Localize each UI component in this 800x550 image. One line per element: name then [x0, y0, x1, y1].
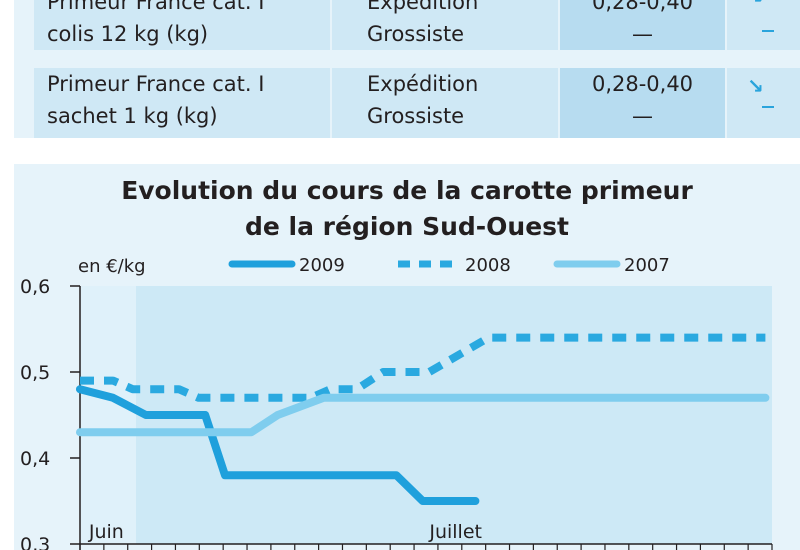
legend-label: 2008 — [465, 255, 511, 276]
arrow-down-right-icon: ↘ — [747, 0, 764, 6]
trend-cell: ↘ — [727, 68, 800, 138]
price-line1: 0,28-0,40 — [591, 0, 694, 14]
price-line1: 0,28-0,40 — [591, 72, 694, 96]
product-name-line2: colis 12 kg (kg) — [47, 22, 209, 46]
product-name-line1: Primeur France cat. I — [47, 0, 265, 14]
product-name-line2: sachet 1 kg (kg) — [47, 104, 218, 128]
stage-cell: Expédition Grossiste — [332, 68, 558, 138]
trend-cell: ↘ — [727, 0, 800, 50]
product-name-line1: Primeur France cat. I — [47, 72, 265, 96]
product-cell: Primeur France cat. I colis 12 kg (kg) — [34, 0, 330, 50]
table-row: Primeur France cat. I colis 12 kg (kg) E… — [14, 0, 800, 50]
stage-cell: Expédition Grossiste — [332, 0, 558, 50]
y-tick-label: 0,6 — [20, 276, 50, 298]
series-line-2007 — [76, 393, 770, 437]
series-line-2009 — [76, 385, 480, 505]
price-cell: 0,28-0,40 — — [560, 68, 725, 138]
y-tick-label: 0,4 — [20, 448, 50, 470]
y-tick-label: 0,3 — [20, 534, 50, 550]
stage-line2: Grossiste — [367, 104, 465, 128]
trend-dash — [762, 106, 774, 108]
price-cell: 0,28-0,40 — — [560, 0, 725, 50]
chart-panel: Evolution du cours de la carotte primeur… — [14, 164, 800, 550]
price-line2: — — [632, 22, 653, 46]
y-axis-label: en €/kg — [78, 256, 146, 277]
table-row: Primeur France cat. I sachet 1 kg (kg) E… — [14, 68, 800, 138]
plot-area-june — [80, 286, 136, 544]
arrow-down-right-icon: ↘ — [747, 74, 764, 98]
x-tick-label: Juillet — [428, 521, 482, 543]
stage-line2: Grossiste — [367, 22, 465, 46]
legend-label: 2007 — [624, 255, 670, 276]
trend-dash — [762, 30, 774, 32]
price-line2: — — [632, 104, 653, 128]
price-table: Primeur France cat. I colis 12 kg (kg) E… — [14, 0, 800, 138]
x-tick-label: Juin — [88, 521, 124, 543]
chart-title-line2: de la région Sud-Ouest — [244, 212, 570, 241]
product-cell: Primeur France cat. I sachet 1 kg (kg) — [34, 68, 330, 138]
y-tick-label: 0,5 — [20, 362, 50, 384]
stage-line1: Expédition — [367, 72, 479, 96]
stage-line1: Expédition — [367, 0, 479, 14]
chart-title-line1: Evolution du cours de la carotte primeur — [121, 176, 693, 205]
line-chart: 0,3 0,4 0,5 0,6 en €/kg Juin Juillet 2009 2008 20… — [20, 255, 773, 550]
series-line-2008 — [80, 333, 766, 402]
legend-label: 2009 — [299, 255, 345, 276]
